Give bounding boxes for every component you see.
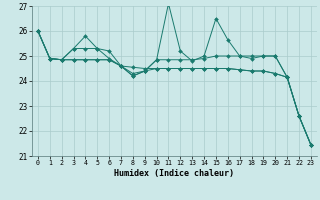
X-axis label: Humidex (Indice chaleur): Humidex (Indice chaleur) [115,169,234,178]
